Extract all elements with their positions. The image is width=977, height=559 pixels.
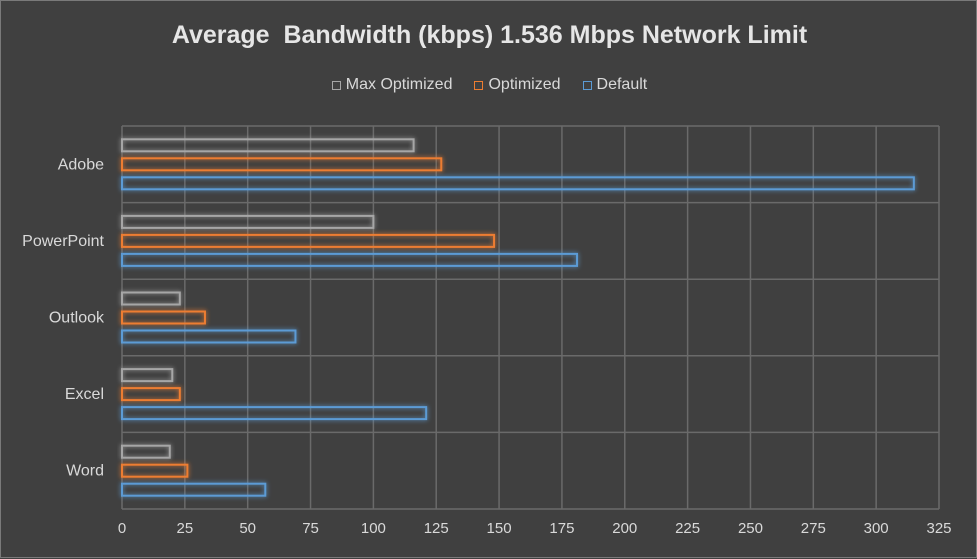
bar-max-optimized — [121, 214, 375, 229]
legend-label-default: Default — [596, 76, 648, 93]
legend-label-optimized: Optimized — [488, 76, 561, 93]
bar-default — [121, 176, 915, 191]
y-category-label: Outlook — [49, 310, 105, 327]
chart-title: Average Bandwidth (kbps) 1.536 Mbps Netw… — [171, 21, 808, 49]
bar-optimized — [121, 463, 189, 478]
legend-label-max-optimized: Max Optimized — [345, 76, 453, 93]
bar-optimized — [121, 387, 181, 402]
x-tick-label: 75 — [302, 520, 319, 537]
bar-max-optimized — [121, 368, 174, 383]
x-tick-label: 300 — [864, 520, 889, 537]
legend-item-default: Default — [582, 76, 648, 94]
x-tick-label: 225 — [675, 520, 700, 537]
y-category-label: Excel — [65, 386, 104, 403]
legend-swatch-max-optimized — [331, 80, 341, 90]
bar-default — [121, 252, 579, 267]
y-category-label: Word — [66, 463, 104, 480]
bar-max-optimized — [121, 291, 181, 306]
bar-default — [121, 406, 428, 421]
legend: Max Optimized Optimized Default — [1, 76, 977, 94]
x-tick-label: 275 — [801, 520, 826, 537]
x-tick-label: 325 — [926, 520, 951, 537]
bar-optimized — [121, 157, 443, 172]
bar-default — [121, 482, 267, 497]
x-tick-label: 175 — [549, 520, 574, 537]
x-tick-label: 250 — [738, 520, 763, 537]
x-tick-label: 50 — [239, 520, 256, 537]
bar-optimized — [121, 310, 206, 325]
legend-swatch-optimized — [474, 80, 484, 90]
bar-default — [121, 329, 297, 344]
legend-item-optimized: Optimized — [474, 76, 561, 94]
x-tick-label: 200 — [612, 520, 637, 537]
x-tick-label: 125 — [424, 520, 449, 537]
bar-max-optimized — [121, 444, 171, 459]
x-tick-label: 25 — [177, 520, 194, 537]
bar-optimized — [121, 233, 496, 248]
x-tick-label: 150 — [487, 520, 512, 537]
x-tick-label: 0 — [118, 520, 126, 537]
legend-item-max-optimized: Max Optimized — [331, 76, 453, 94]
y-category-label: PowerPoint — [22, 233, 104, 250]
legend-swatch-default — [582, 80, 592, 90]
bar-max-optimized — [121, 138, 415, 153]
y-category-label: Adobe — [58, 156, 104, 173]
x-tick-label: 100 — [361, 520, 386, 537]
